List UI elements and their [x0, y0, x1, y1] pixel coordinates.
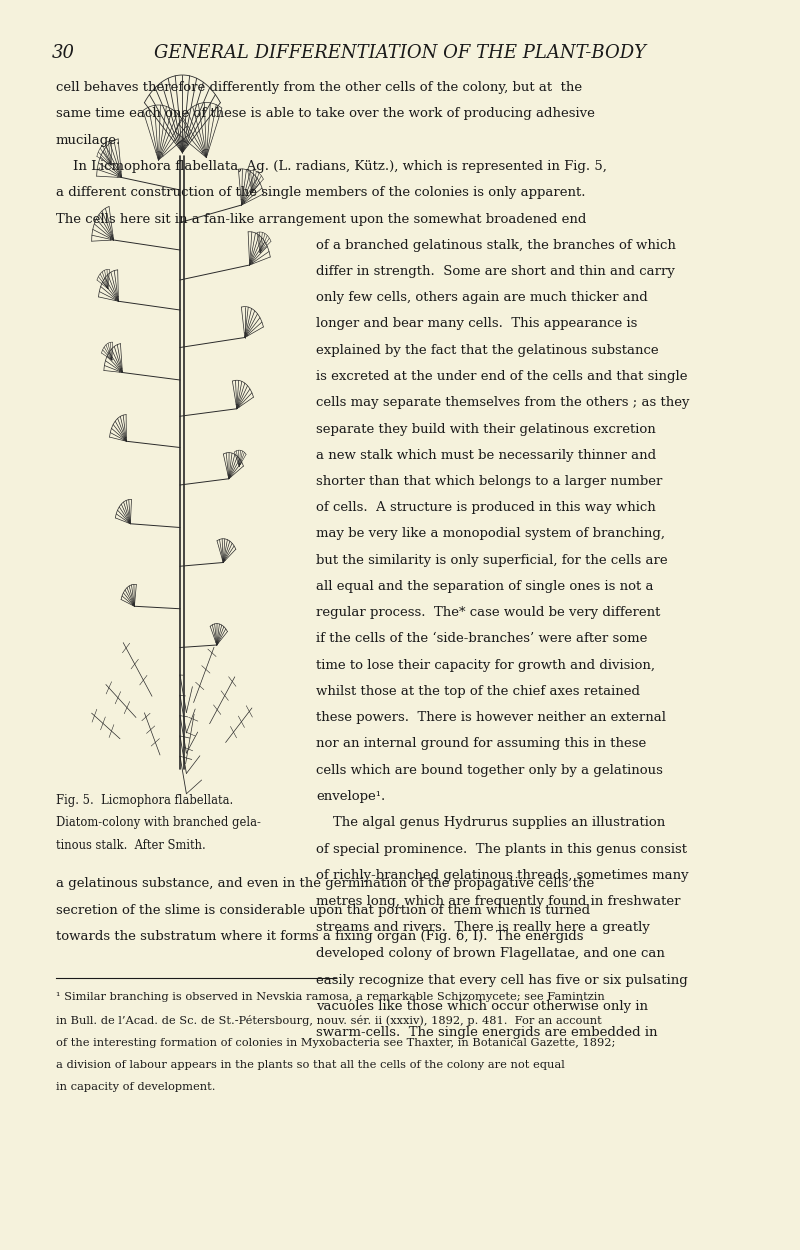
Text: of the interesting formation of colonies in Myxobacteria see Thaxter, in Botanic: of the interesting formation of colonies… [56, 1038, 615, 1048]
Text: The algal genus Hydrurus supplies an illustration: The algal genus Hydrurus supplies an ill… [316, 816, 666, 829]
Text: differ in strength.  Some are short and thin and carry: differ in strength. Some are short and t… [316, 265, 675, 278]
Text: easily recognize that every cell has five or six pulsating: easily recognize that every cell has fiv… [316, 974, 688, 986]
Text: 30: 30 [52, 44, 75, 61]
Text: a new stalk which must be necessarily thinner and: a new stalk which must be necessarily th… [316, 449, 656, 461]
Text: Fig. 5.  Licmophora flabellata.: Fig. 5. Licmophora flabellata. [56, 794, 234, 806]
Text: Diatom-colony with branched gela-: Diatom-colony with branched gela- [56, 816, 261, 829]
Text: but the similarity is only superficial, for the cells are: but the similarity is only superficial, … [316, 554, 668, 566]
Text: cells may separate themselves from the others ; as they: cells may separate themselves from the o… [316, 396, 690, 409]
Text: longer and bear many cells.  This appearance is: longer and bear many cells. This appeara… [316, 318, 638, 330]
Text: shorter than that which belongs to a larger number: shorter than that which belongs to a lar… [316, 475, 662, 488]
Text: metres long, which are frequently found in freshwater: metres long, which are frequently found … [316, 895, 681, 908]
Text: swarm-cells.  The single energids are embedded in: swarm-cells. The single energids are emb… [316, 1026, 658, 1039]
Text: of cells.  A structure is produced in this way which: of cells. A structure is produced in thi… [316, 501, 656, 514]
Text: all equal and the separation of single ones is not a: all equal and the separation of single o… [316, 580, 654, 592]
Text: of richly-branched gelatinous threads, sometimes many: of richly-branched gelatinous threads, s… [316, 869, 689, 881]
Text: these powers.  There is however neither an external: these powers. There is however neither a… [316, 711, 666, 724]
Text: ¹ Similar branching is observed in Nevskia ramosa, a remarkable Schizomycete; se: ¹ Similar branching is observed in Nevsk… [56, 992, 605, 1002]
Text: envelope¹.: envelope¹. [316, 790, 386, 802]
Text: a different construction of the single members of the colonies is only apparent.: a different construction of the single m… [56, 186, 586, 199]
Text: explained by the fact that the gelatinous substance: explained by the fact that the gelatinou… [316, 344, 658, 356]
Text: in Bull. de l’Acad. de Sc. de St.-Pétersbourg, nouv. sér. ii (xxxiv), 1892, p. 4: in Bull. de l’Acad. de Sc. de St.-Péters… [56, 1015, 602, 1026]
Text: in capacity of development.: in capacity of development. [56, 1082, 215, 1092]
Text: towards the substratum where it forms a fixing organ (Fig. 6, I).  The energids: towards the substratum where it forms a … [56, 930, 583, 942]
Text: a gelatinous substance, and even in the germination of the propagative cells the: a gelatinous substance, and even in the … [56, 878, 594, 890]
Text: cell behaves therefore differently from the other cells of the colony, but at  t: cell behaves therefore differently from … [56, 81, 582, 94]
Text: tinous stalk.  After Smith.: tinous stalk. After Smith. [56, 839, 206, 851]
Text: streams and rivers.  There is really here a greatly: streams and rivers. There is really here… [316, 921, 650, 934]
Text: vacuoles like those which occur otherwise only in: vacuoles like those which occur otherwis… [316, 1000, 648, 1012]
Text: a division of labour appears in the plants so that all the cells of the colony a: a division of labour appears in the plan… [56, 1060, 565, 1070]
Text: whilst those at the top of the chief axes retained: whilst those at the top of the chief axe… [316, 685, 640, 698]
Text: developed colony of brown Flagellatae, and one can: developed colony of brown Flagellatae, a… [316, 948, 665, 960]
Text: mucilage.: mucilage. [56, 134, 122, 146]
Text: if the cells of the ‘side-branches’ were after some: if the cells of the ‘side-branches’ were… [316, 632, 647, 645]
Text: nor an internal ground for assuming this in these: nor an internal ground for assuming this… [316, 738, 646, 750]
Text: of special prominence.  The plants in this genus consist: of special prominence. The plants in thi… [316, 842, 687, 855]
Text: separate they build with their gelatinous excretion: separate they build with their gelatinou… [316, 422, 656, 435]
Text: only few cells, others again are much thicker and: only few cells, others again are much th… [316, 291, 648, 304]
Text: The cells here sit in a fan-like arrangement upon the somewhat broadened end: The cells here sit in a fan-like arrange… [56, 213, 586, 225]
Text: may be very like a monopodial system of branching,: may be very like a monopodial system of … [316, 528, 665, 540]
Text: GENERAL DIFFERENTIATION OF THE PLANT-BODY: GENERAL DIFFERENTIATION OF THE PLANT-BOD… [154, 44, 646, 61]
Text: In Licmophora flabellata, Ag. (L. radians, Kütz.), which is represented in Fig. : In Licmophora flabellata, Ag. (L. radian… [56, 160, 607, 172]
Text: secretion of the slime is considerable upon that portion of them which is turned: secretion of the slime is considerable u… [56, 904, 590, 916]
Text: of a branched gelatinous stalk, the branches of which: of a branched gelatinous stalk, the bran… [316, 239, 676, 251]
Text: regular process.  The* case would be very different: regular process. The* case would be very… [316, 606, 660, 619]
Text: time to lose their capacity for growth and division,: time to lose their capacity for growth a… [316, 659, 655, 671]
Text: same time each one of these is able to take over the work of producing adhesive: same time each one of these is able to t… [56, 107, 595, 120]
Text: is excreted at the under end of the cells and that single: is excreted at the under end of the cell… [316, 370, 687, 382]
Text: cells which are bound together only by a gelatinous: cells which are bound together only by a… [316, 764, 663, 776]
